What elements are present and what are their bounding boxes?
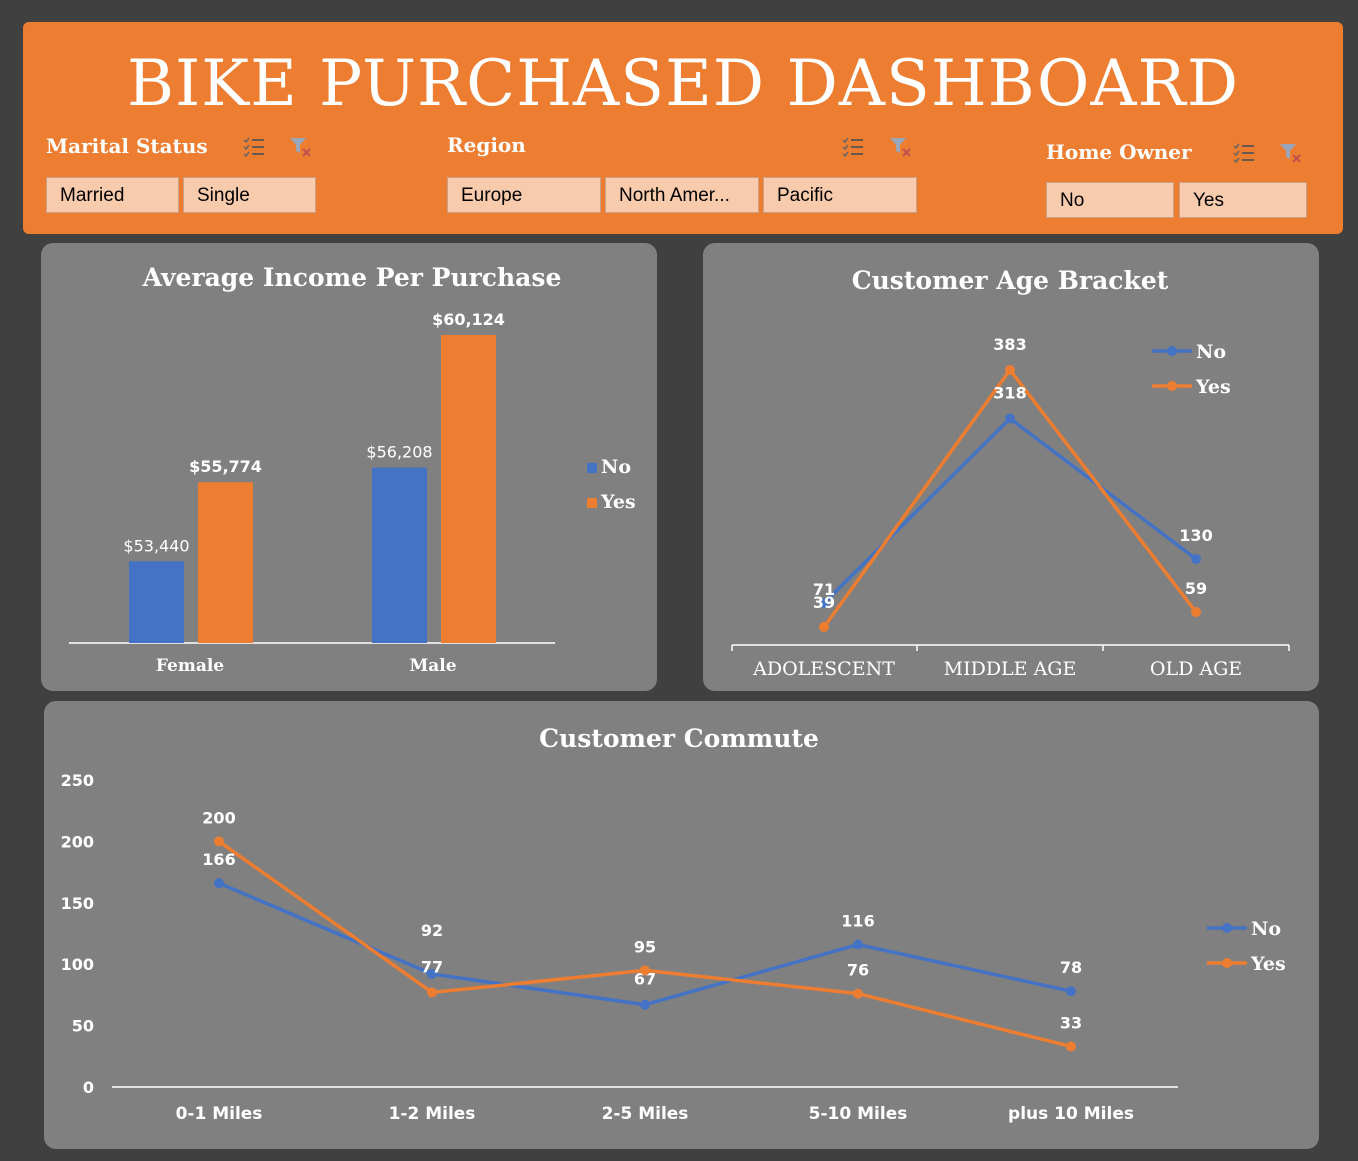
point-no [1066, 986, 1076, 997]
point-no [1005, 413, 1015, 424]
x-tick-label: 5-10 Miles [809, 1104, 908, 1124]
age-chart-panel: Customer Age Bracket 71 318 130 39 383 59 ADOL… [703, 243, 1319, 691]
series-line-no [822, 416, 1198, 605]
legend-marker [1222, 923, 1232, 933]
legend-swatch [587, 498, 597, 508]
data-label: 39 [813, 593, 835, 612]
multi-select-icon[interactable] [841, 135, 865, 159]
multi-select-icon[interactable] [242, 135, 266, 159]
legend-label: Yes [600, 491, 636, 513]
dashboard-header: BIKE PURCHASED DASHBOARD Marital Status … [23, 22, 1343, 234]
legend-swatch [587, 463, 597, 473]
region-slicer-label: Region [447, 133, 526, 157]
data-label: 166 [202, 850, 235, 869]
x-tick-label: 1-2 Miles [389, 1104, 476, 1124]
dashboard-title: BIKE PURCHASED DASHBOARD [126, 47, 1240, 121]
legend-marker [1222, 958, 1232, 968]
data-label: 200 [202, 808, 235, 827]
legend-label: No [1196, 341, 1226, 363]
data-label: $55,774 [189, 457, 262, 476]
age-line-chart: Customer Age Bracket 71 318 130 39 383 59 ADOL… [731, 266, 1290, 680]
y-tick-label: 100 [61, 955, 94, 974]
clear-filter-icon[interactable] [1278, 141, 1302, 165]
x-tick-label: Female [156, 656, 224, 676]
point-no [853, 939, 863, 950]
legend-label: No [1251, 918, 1281, 940]
x-tick-label: 2-5 Miles [602, 1104, 689, 1124]
data-label: 92 [421, 921, 443, 940]
data-label: 318 [993, 384, 1026, 403]
y-tick-label: 0 [83, 1078, 94, 1097]
point-yes [214, 836, 224, 847]
legend-label: No [601, 456, 631, 478]
home-option-no[interactable]: No [1046, 182, 1174, 218]
commute-line-chart: Customer Commute 0 50 100 150 200 250 166 92 67 1… [61, 724, 1286, 1124]
legend-marker [1167, 346, 1177, 356]
data-label: 76 [847, 961, 869, 980]
point-yes [427, 987, 437, 998]
data-label: 383 [993, 335, 1026, 354]
bar-yes-female [198, 482, 253, 643]
data-label: 59 [1185, 579, 1207, 598]
clear-filter-icon[interactable] [888, 135, 912, 159]
point-yes [1005, 365, 1015, 375]
commute-chart-panel: Customer Commute 0 50 100 150 200 250 166 92 67 1… [44, 701, 1319, 1149]
data-label: 95 [634, 937, 656, 956]
y-tick-label: 200 [61, 832, 94, 851]
bar-no-male [372, 467, 427, 643]
region-option-north-america[interactable]: North Amer... [605, 177, 759, 213]
y-tick-label: 50 [72, 1017, 94, 1036]
data-label: $56,208 [366, 443, 432, 462]
income-chart-panel: Average Income Per Purchase Female $53,44… [41, 243, 657, 691]
marital-option-single[interactable]: Single [183, 177, 316, 213]
x-tick-label: Male [409, 656, 456, 676]
region-option-pacific[interactable]: Pacific [763, 177, 917, 213]
income-bar-chart: Average Income Per Purchase Female $53,44… [69, 263, 636, 676]
point-no [640, 999, 650, 1010]
point-yes [819, 622, 829, 632]
marital-option-married[interactable]: Married [46, 177, 179, 213]
point-yes [640, 965, 650, 976]
x-tick-label: MIDDLE AGE [944, 658, 1077, 680]
legend-marker [1167, 381, 1177, 391]
legend-label: Yes [1195, 376, 1231, 398]
point-no [427, 969, 437, 980]
marital-status-slicer-label: Marital Status [46, 134, 208, 158]
series-line-yes [822, 368, 1198, 629]
x-tick-label: 0-1 Miles [176, 1104, 263, 1124]
data-label: 67 [634, 970, 656, 989]
chart-title: Customer Age Bracket [852, 266, 1169, 295]
chart-title: Average Income Per Purchase [142, 263, 562, 292]
region-option-europe[interactable]: Europe [447, 177, 601, 213]
data-label: $60,124 [432, 310, 505, 329]
data-label: 78 [1060, 958, 1082, 977]
point-no [1191, 554, 1201, 565]
home-owner-slicer-label: Home Owner [1046, 140, 1192, 164]
chart-title: Customer Commute [539, 724, 819, 753]
data-label: 33 [1060, 1013, 1082, 1032]
x-tick-label: plus 10 Miles [1008, 1104, 1134, 1124]
point-yes [853, 988, 863, 999]
multi-select-icon[interactable] [1232, 141, 1256, 165]
point-yes [1191, 607, 1201, 618]
bar-yes-male [441, 335, 496, 643]
data-label: 116 [841, 912, 874, 931]
point-yes [1066, 1041, 1076, 1052]
y-tick-label: 150 [61, 894, 94, 913]
data-label: 77 [421, 957, 443, 976]
x-tick-label: OLD AGE [1150, 658, 1242, 680]
x-tick-label: ADOLESCENT [752, 658, 895, 680]
data-label: 71 [813, 580, 835, 599]
bar-no-female [129, 561, 184, 643]
clear-filter-icon[interactable] [288, 135, 312, 159]
data-label: $53,440 [123, 536, 189, 555]
data-label: 130 [1179, 526, 1212, 545]
y-tick-label: 250 [61, 771, 94, 790]
legend-label: Yes [1250, 953, 1286, 975]
point-no [819, 598, 829, 609]
point-no [214, 878, 224, 889]
home-option-yes[interactable]: Yes [1179, 182, 1307, 218]
